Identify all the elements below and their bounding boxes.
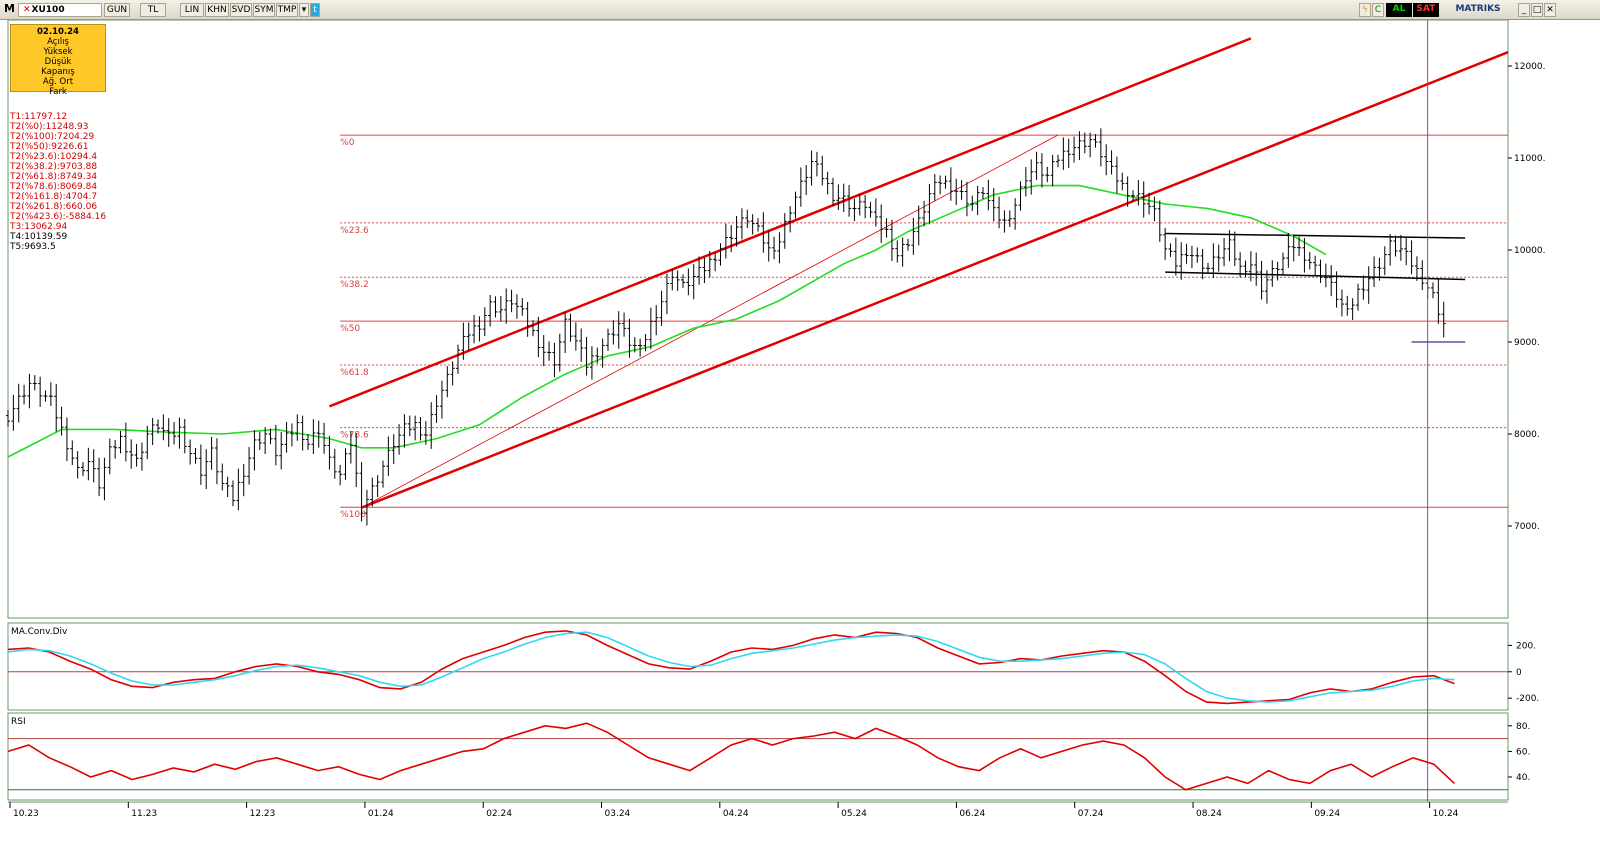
x-tick-label: 09.24 — [1314, 809, 1340, 819]
chart-area[interactable]: 12000. 11000. 10000. 9000. 8000. 7000. %0 %23.6… — [0, 19, 1600, 854]
level-text-red: T2(%50):9226.61 — [10, 142, 89, 152]
main-panel-frame — [7, 19, 1509, 619]
sell-status[interactable]: SAT — [1413, 3, 1439, 17]
channel-line — [361, 51, 1509, 509]
x-tick-label: 08.24 — [1196, 809, 1222, 819]
level-text-red: T2(%0):11248.93 — [10, 122, 89, 132]
refresh-icon[interactable]: C — [1372, 3, 1384, 17]
ohlc-info-box: 02.10.24 Açılış Yüksek Düşük Kapanış Ağ.… — [10, 24, 106, 97]
info-field-high: Yüksek — [43, 47, 73, 57]
toolbar: M ✕XU100 GUN TL LIN KHN SVD SYM TMP ▾ t … — [0, 0, 1600, 20]
period-button[interactable]: GUN — [104, 3, 130, 17]
x-tick-label: 03.24 — [605, 809, 631, 819]
linear-scale-button[interactable]: LIN — [180, 3, 204, 17]
chart-svg[interactable]: 12000. 11000. 10000. 9000. 8000. 7000. %0 %23.6… — [0, 19, 1600, 854]
sym-button[interactable]: SYM — [253, 3, 275, 17]
rsi-title: RSI — [11, 717, 26, 727]
fib-level-label: %0 — [340, 138, 355, 148]
symbol-label: XU100 — [31, 5, 65, 15]
rsi-panel-frame — [7, 712, 1509, 801]
info-field-low: Düşük — [44, 57, 72, 67]
minimize-icon[interactable]: _ — [1518, 3, 1530, 17]
y-tick-label: 11000. — [1514, 154, 1546, 164]
close-icon[interactable]: ✕ — [1544, 3, 1556, 17]
fib-level-label: %23.6 — [340, 226, 369, 236]
brand-label: MATRIKS — [1455, 4, 1501, 14]
level-text-red: T2(%61.8):8749.34 — [10, 172, 98, 182]
twitter-icon[interactable]: t — [310, 3, 320, 17]
level-text-red: T2(%38.2):9703.88 — [10, 162, 98, 172]
x-tick-label: 05.24 — [841, 809, 867, 819]
fib-level-label: %61.8 — [340, 368, 369, 378]
fib-level-label: %50 — [340, 324, 360, 334]
range-line — [1165, 232, 1466, 239]
y-tick-label: 9000. — [1514, 338, 1540, 348]
level-text-red: T2(%161.8):4704.7 — [10, 192, 98, 202]
info-date: 02.10.24 — [37, 27, 79, 37]
level-text-red: T2(%261.8):660.06 — [10, 202, 98, 212]
x-tick-label: 02.24 — [486, 809, 512, 819]
fib-level-label: %38.2 — [340, 280, 369, 290]
info-field-diff: Fark — [49, 87, 67, 97]
rsi-y-tick-label: 80. — [1516, 722, 1530, 732]
levels-list: T1:11797.12 T2(%0):11248.93 T2(%100):7204.… — [10, 112, 106, 252]
level-text-black: T4:10139.59 — [10, 232, 68, 242]
macd-series-line — [7, 631, 1455, 703]
level-text-red: T2(%78.6):8069.84 — [10, 182, 98, 192]
level-text-red: T2(%423.6):-5884.16 — [10, 212, 107, 222]
rsi-series-line — [7, 722, 1455, 791]
fib-level-label: %78.6 — [340, 431, 369, 441]
y-tick-label: 10000. — [1514, 246, 1546, 256]
macd-y-tick-label: 0 — [1516, 668, 1522, 678]
level-text-red: T2(%100):7204.29 — [10, 132, 95, 142]
lightning-icon[interactable]: ϟ — [1359, 3, 1371, 17]
app-logo: M — [4, 2, 15, 15]
maximize-icon[interactable]: □ — [1531, 3, 1543, 17]
macd-y-tick-label: -200. — [1516, 694, 1539, 704]
info-field-close: Kapanış — [41, 67, 75, 77]
dropdown-arrow-icon[interactable]: ▾ — [299, 3, 309, 17]
x-tick-label: 04.24 — [723, 809, 749, 819]
y-tick-label: 7000. — [1514, 522, 1540, 532]
x-tick-label: 01.24 — [368, 809, 394, 819]
y-tick-label: 8000. — [1514, 430, 1540, 440]
tmp-button[interactable]: TMP — [276, 3, 298, 17]
rsi-y-tick-label: 60. — [1516, 747, 1530, 757]
macd-y-tick-label: 200. — [1516, 641, 1536, 651]
x-tick-label: 10.24 — [1433, 809, 1459, 819]
x-tick-label: 07.24 — [1078, 809, 1104, 819]
currency-button[interactable]: TL — [140, 3, 166, 17]
buy-status[interactable]: AL — [1386, 3, 1412, 17]
khn-button[interactable]: KHN — [205, 3, 229, 17]
close-symbol-icon[interactable]: ✕ — [23, 5, 31, 15]
level-text-red: T3:13062.94 — [10, 222, 68, 232]
macd-title: MA.Conv.Div — [11, 627, 68, 637]
macd-panel-frame — [7, 622, 1509, 711]
fib-level-label: %100 — [340, 510, 366, 520]
level-text-red: T1:11797.12 — [10, 112, 68, 122]
level-text-red: T2(%23.6):10294.4 — [10, 152, 98, 162]
info-field-avg: Ağ. Ort — [42, 77, 74, 87]
svd-button[interactable]: SVD — [230, 3, 252, 17]
symbol-selector[interactable]: ✕XU100 — [18, 3, 102, 17]
level-text-black: T5:9693.5 — [10, 242, 56, 252]
x-tick-label: 12.23 — [250, 809, 276, 819]
y-tick-label: 12000. — [1514, 62, 1546, 72]
x-tick-label: 11.23 — [131, 809, 157, 819]
info-field-open: Açılış — [47, 37, 69, 47]
macd-series-line — [7, 630, 1455, 705]
x-tick-label: 06.24 — [959, 809, 985, 819]
x-tick-label: 10.23 — [13, 809, 39, 819]
channel-line — [361, 134, 1059, 508]
moving-average-line — [7, 184, 1327, 458]
rsi-y-tick-label: 40. — [1516, 773, 1530, 783]
